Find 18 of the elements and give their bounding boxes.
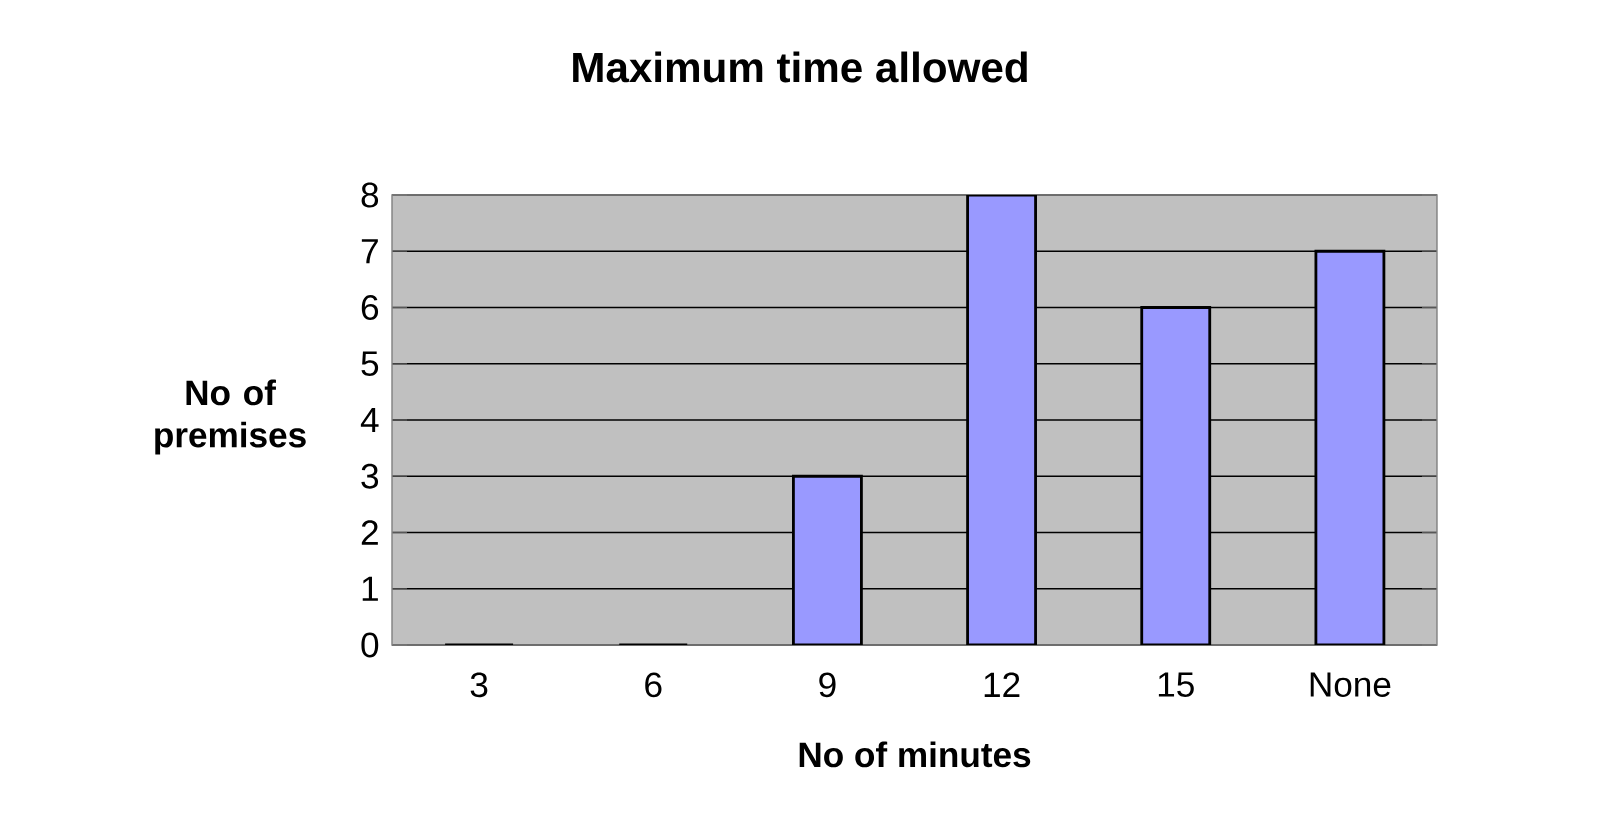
x-tick-label: 9 xyxy=(819,672,836,698)
x-tick-label: 3 xyxy=(470,672,488,698)
y-tick-label: 2 xyxy=(361,520,378,545)
x-tick-label: 6 xyxy=(645,672,662,698)
y-tick-label: 3 xyxy=(361,463,379,489)
x-tick-label: None xyxy=(1310,672,1391,697)
y-tick-label: 1 xyxy=(362,576,378,601)
y-tick-label: 6 xyxy=(361,295,379,320)
y-axis-title: No of premises xyxy=(155,379,306,455)
x-tick-label: 15 xyxy=(1158,672,1194,697)
y-tick-label: 0 xyxy=(361,632,379,658)
x-tick-label: 12 xyxy=(984,672,1020,697)
y-tick-label: 5 xyxy=(361,351,379,377)
y-tick-label: 4 xyxy=(360,407,379,433)
y-tick-label: 8 xyxy=(361,182,379,208)
x-axis-title: No of minutes xyxy=(799,741,1031,768)
chart-title: Maximum time allowed xyxy=(573,51,1027,83)
y-tick-label: 7 xyxy=(361,239,378,264)
